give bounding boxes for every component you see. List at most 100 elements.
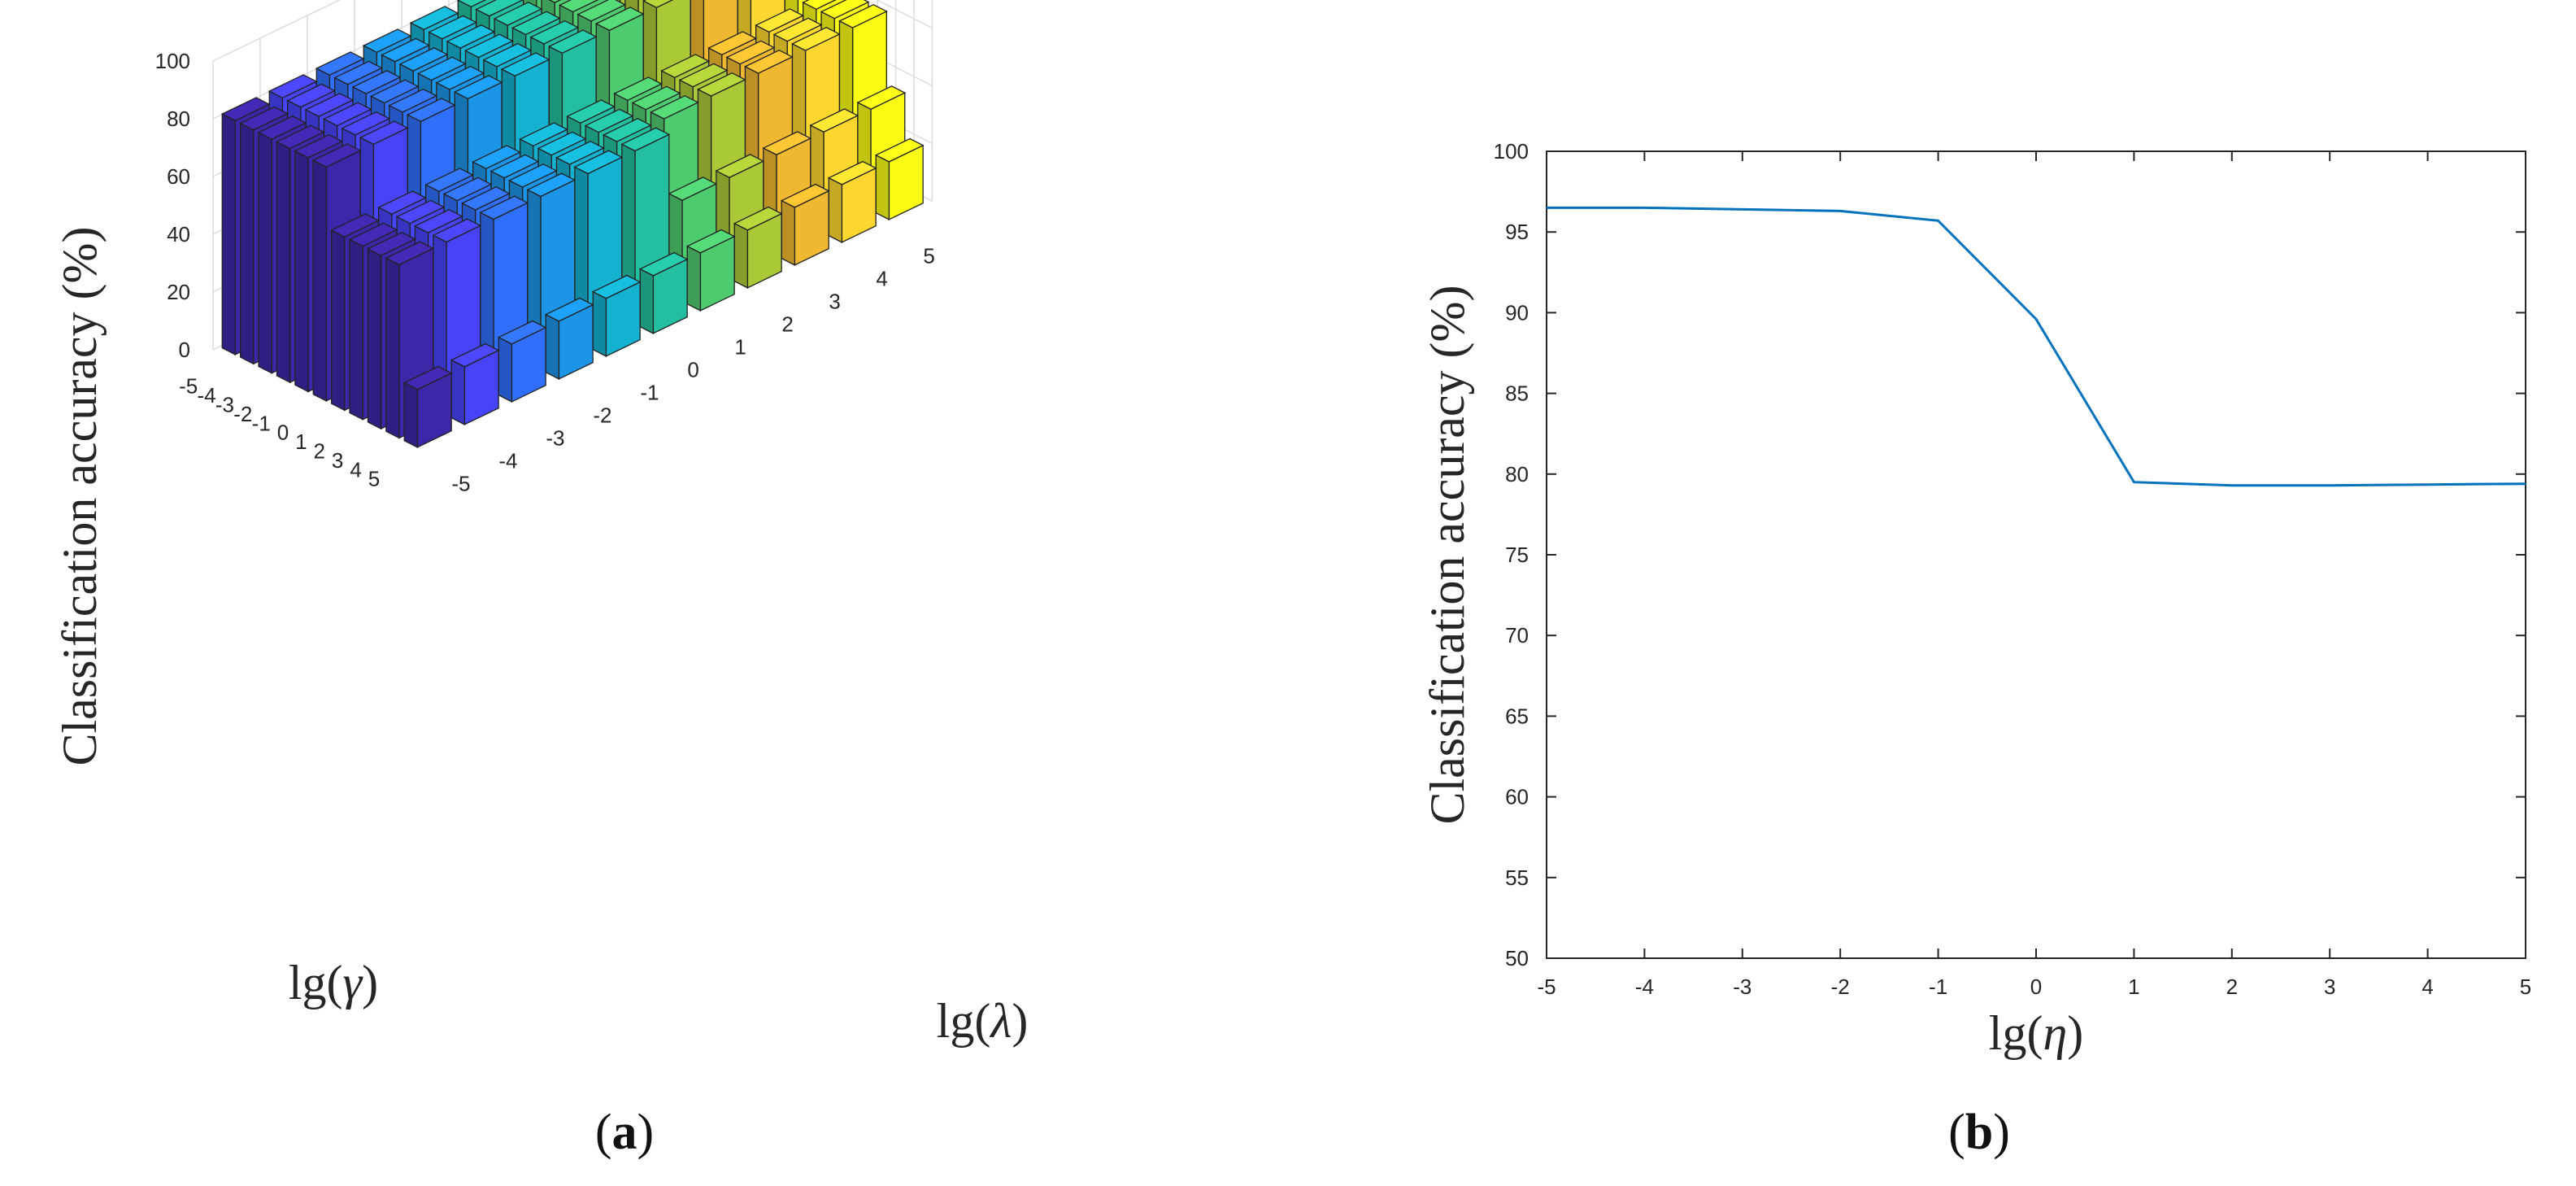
panel-a-gamma-axis-label: lg(γ) (289, 956, 378, 1009)
wall-gridline (212, 0, 342, 62)
y-tick-label: 60 (1505, 785, 1529, 809)
bar-face-top (660, 54, 711, 79)
bar-face-top (304, 93, 355, 117)
lambda-tick-label: -4 (498, 448, 517, 473)
panel-b-plot-frame (1546, 150, 2526, 959)
bar-face-top (413, 208, 463, 233)
z-tick-label: 60 (167, 164, 190, 189)
panel-b-x-ticks: -5 -4 -3 -2 -1 0 1 2 3 4 5 (1537, 151, 2531, 999)
bar-face-top (613, 76, 664, 102)
bar-face-side (331, 229, 346, 412)
bar-face-top (526, 172, 577, 198)
lambda-tick-label: 4 (876, 266, 887, 290)
lambda-tick-label: -1 (640, 380, 659, 404)
bar-face-side (828, 177, 843, 243)
bar-face-top (446, 24, 496, 49)
bar-face-top (772, 17, 823, 42)
lambda-tick-label: 3 (829, 289, 840, 313)
x-tick-label: -1 (1929, 975, 1947, 999)
y-tick-label: 50 (1505, 946, 1529, 970)
gamma-tick-label: -4 (197, 383, 215, 408)
z-tick-label: 100 (155, 49, 190, 73)
bar-face-side (240, 122, 255, 365)
bar-face-top (388, 88, 438, 113)
bar-face-top (322, 102, 372, 127)
y-tick-label: 55 (1505, 866, 1529, 890)
bar-face-top (790, 26, 841, 51)
bar-face-top (490, 154, 540, 179)
bar-face-top (755, 8, 805, 33)
y-tick-label: 85 (1505, 382, 1529, 406)
lambda-tick-label: 0 (687, 357, 698, 382)
bar-face-top (780, 183, 830, 208)
panel-a-lambda-tick-labels: -5 -4 -3 -2 -1 0 1 2 3 4 5 (451, 243, 934, 495)
x-tick-label: -4 (1635, 975, 1654, 999)
z-tick-label: 20 (167, 280, 190, 304)
gamma-tick-label: -2 (233, 402, 252, 426)
bar-face-top (577, 0, 627, 22)
bar-face-side (312, 159, 328, 402)
panel-b-y-ticks: 50 55 60 65 70 75 80 85 90 95 100 (1494, 139, 2526, 970)
panel-a-bars (220, 0, 925, 448)
gamma-tick-label: 3 (332, 448, 343, 473)
bar-gamma-5-lambda--1 (591, 274, 642, 357)
bar-face-top (649, 94, 699, 120)
bar-face-top (715, 154, 765, 178)
bar-face-top (696, 72, 746, 97)
lambda-tick-label: 1 (734, 334, 746, 359)
bar-gamma-5-lambda-0 (638, 251, 689, 334)
bar-face-side (875, 154, 890, 220)
x-tick-label: 3 (2324, 975, 2335, 999)
bar-face-top (631, 85, 681, 111)
bar-face-top (762, 131, 812, 155)
bar-face-top (725, 40, 776, 65)
bar-face-top (257, 116, 307, 140)
bar-face-side (403, 382, 419, 448)
bar-face-top (456, 0, 487, 8)
bar-gamma-5-lambda--2 (544, 297, 594, 380)
bar-face-side (498, 336, 513, 403)
bar-face-top (409, 6, 459, 31)
bar-face-top (369, 79, 420, 104)
bar-face-top (362, 28, 412, 54)
lambda-tick-label: 2 (781, 312, 793, 336)
bar-face-top (351, 70, 402, 94)
bar-face-top (507, 163, 558, 188)
bar-face-top (820, 0, 870, 20)
bar-face-side (258, 131, 272, 374)
bar-face-top (381, 37, 431, 63)
bar-face-top (500, 52, 550, 77)
bar-face-top (519, 122, 569, 147)
y-tick-label: 90 (1505, 300, 1529, 325)
bar-face-side (733, 222, 749, 289)
lambda-tick-label: -3 (546, 425, 564, 450)
y-tick-label: 70 (1505, 623, 1529, 648)
wall-gridline (876, 0, 933, 29)
bar-face-top (442, 177, 493, 202)
y-tick-label: 75 (1505, 543, 1529, 567)
bar-face-top (497, 320, 547, 345)
bar-face-top (460, 185, 511, 211)
y-tick-label: 95 (1505, 220, 1529, 244)
panel-b-y-axis-label: Classification accuracy (%) (1421, 285, 1474, 824)
bar-face-top (479, 195, 529, 220)
x-tick-label: 1 (2128, 975, 2139, 999)
bar-gamma-5-lambda-5 (874, 137, 925, 220)
bar-face-top (555, 140, 605, 165)
bar-face-top (333, 60, 384, 85)
gamma-tick-label: 2 (314, 439, 325, 464)
bar-face-top (511, 11, 561, 36)
bar-gamma-5-lambda--3 (497, 320, 547, 403)
bar-face-side (367, 247, 382, 430)
bar-face-top (398, 47, 449, 72)
bar-face-top (294, 133, 344, 159)
x-tick-label: 5 (2520, 975, 2531, 999)
bar-face-top (424, 168, 475, 193)
bar-gamma-5-lambda-2 (733, 206, 783, 289)
bar-face-side (385, 257, 400, 439)
bar-face-top (220, 97, 271, 122)
gamma-tick-label: 5 (368, 467, 380, 491)
bar-face-top (341, 111, 391, 136)
bar-face-top (286, 83, 337, 108)
